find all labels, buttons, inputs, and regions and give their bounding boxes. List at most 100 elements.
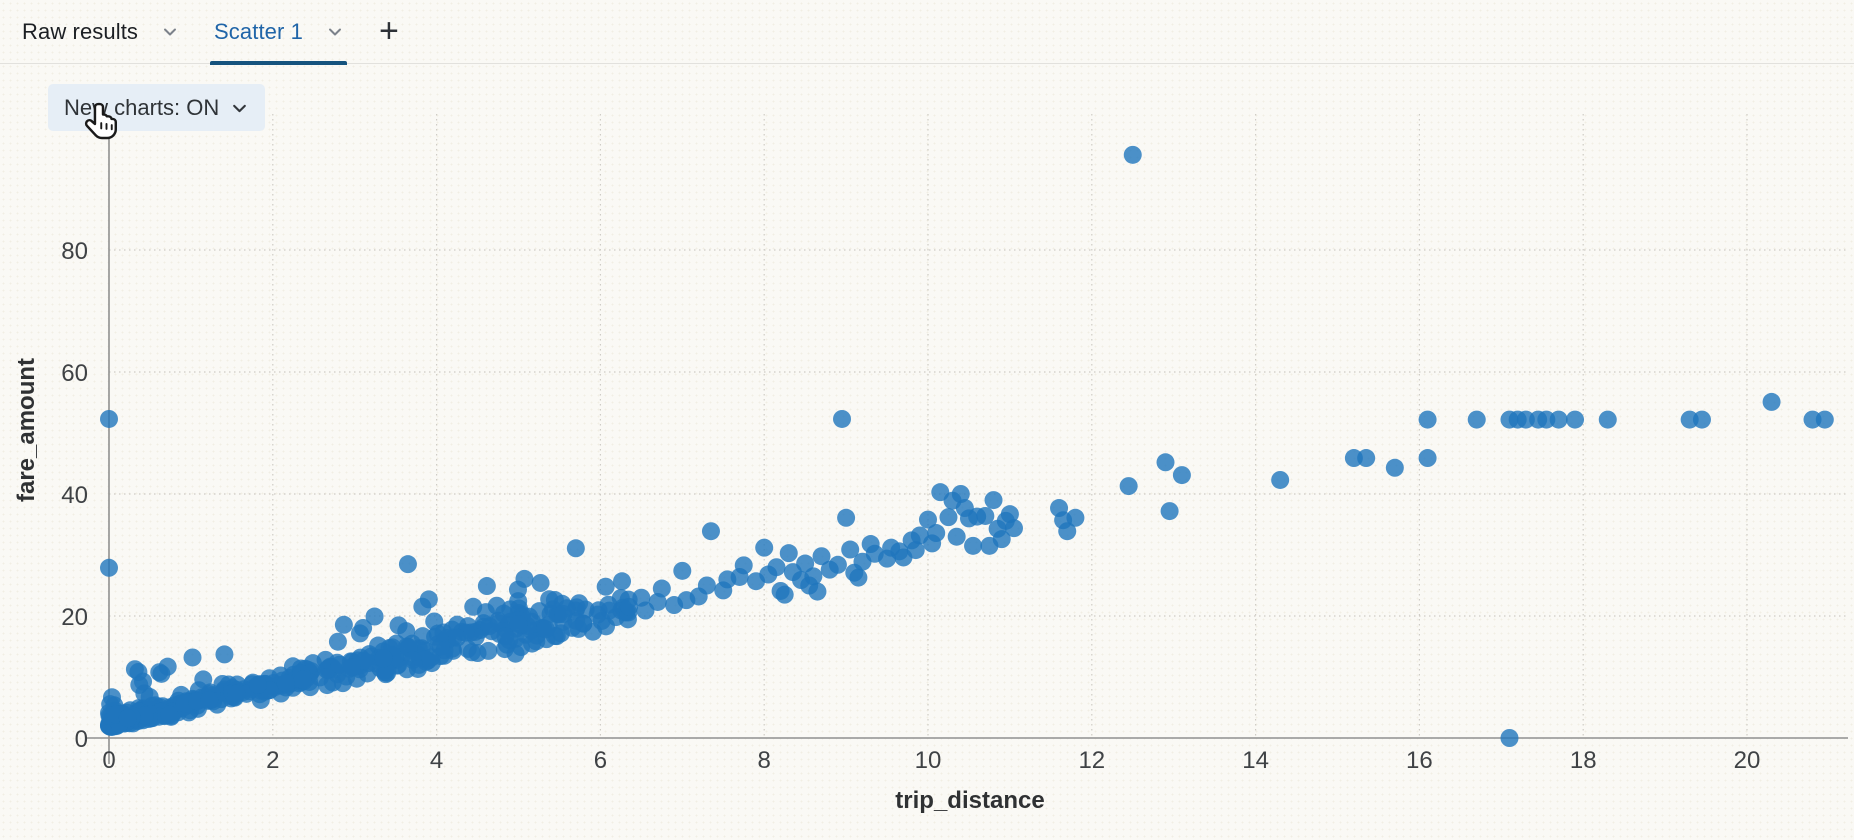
scatter-point [100,409,118,428]
scatter-point [135,706,154,725]
scatter-point [812,547,831,566]
new-charts-toggle-label: New charts: ON [64,94,220,120]
scatter-point [596,577,615,596]
x-tick-label: 18 [1570,747,1597,774]
scatter-point [1815,410,1834,429]
scatter-point [158,657,177,676]
scatter-point [947,527,966,546]
scatter-point [365,607,384,626]
x-tick-label: 2 [266,747,279,774]
active-tab-underline [210,60,347,65]
scatter-point [1566,410,1585,429]
scatter-point [413,597,432,616]
x-tick-label: 4 [430,747,443,774]
scatter-point [620,597,639,616]
scatter-point [804,567,823,586]
scatter-point [378,663,397,682]
scatter-point [515,569,534,588]
scatter-point [160,705,179,724]
scatter-point [397,622,416,641]
scatter-point [1467,410,1486,429]
tab-scatter-1[interactable]: Scatter 1 [196,0,361,65]
x-tick-label: 14 [1242,747,1269,774]
scatter-point [734,556,753,575]
chevron-down-icon[interactable] [162,24,178,40]
scatter-point [425,612,444,631]
scatter-point [398,555,417,574]
scatter-point [1692,410,1711,429]
y-tick-label: 40 [61,482,88,509]
scatter-point [130,675,149,694]
scatter-point [808,582,827,601]
scatter-point [796,554,815,573]
x-tick-label: 6 [594,747,607,774]
scatter-point [276,674,295,693]
scatter-point [509,614,528,633]
tab-scatter-1-label: Scatter 1 [214,18,303,44]
scatter-point [350,624,369,643]
scatter-point [1004,519,1023,538]
scatter-point [951,485,970,503]
scatter-point [500,631,519,650]
scatter-point [531,573,550,592]
scatter-point [775,585,794,604]
scatter-point [569,619,588,638]
y-tick-label: 80 [61,238,88,265]
scatter-point [523,634,542,653]
scatter-point [129,662,148,681]
scatter-point [374,649,393,668]
scatter-point [215,645,234,664]
scatter-point [1357,449,1376,468]
scatter-point [1160,502,1179,521]
scatter-point [1762,392,1781,411]
scatter-point [828,555,847,574]
scatter-point [566,539,585,558]
y-axis-title: fare_amount [13,358,40,502]
scatter-point [652,579,671,598]
scatter-point [100,558,118,577]
x-tick-label: 10 [915,747,942,774]
scatter-point [833,409,852,428]
scatter-point [342,658,361,677]
scatter-point [1500,729,1519,747]
scatter-point [554,605,573,624]
scatter-point [227,684,246,703]
y-tick-label: 60 [61,360,88,387]
scatter-point [849,568,868,587]
scatter-point [316,650,335,669]
y-tick-label: 0 [75,726,88,753]
scatter-point [1119,477,1138,496]
scatter-point [183,648,202,667]
x-tick-label: 12 [1078,747,1105,774]
scatter-point [613,572,632,591]
scatter-point [1418,410,1437,429]
scatter-point [1058,522,1077,541]
scatter-point [477,577,496,596]
scatter-point [545,591,564,610]
scatter-point [1271,470,1290,489]
chevron-down-icon[interactable] [327,24,343,40]
scatter-point [476,603,495,622]
scatter-point [976,506,995,525]
scatter-point [673,561,692,580]
scatter-point [293,670,312,689]
scatter-point [919,510,937,529]
new-charts-toggle-button[interactable]: New charts: ON [48,84,266,131]
chevron-down-icon [231,100,247,116]
scatter-point [334,615,353,634]
scatter-point [1156,453,1175,472]
scatter-point [328,632,347,651]
scatter-point [767,558,786,577]
scatter-point [755,538,774,557]
scatter-point [397,660,416,679]
add-chart-tab-button[interactable]: + [379,12,399,50]
tab-raw-results[interactable]: Raw results [0,0,196,64]
scatter-point [248,675,267,694]
scatter-point [200,690,219,709]
scatter-plot-canvas: 0 2 4 6 8 10 12 14 16 18 20 0 20 40 60 80 trip_distance f… [13,114,1848,814]
x-tick-label: 0 [102,747,115,774]
scatter-point [536,620,555,639]
x-tick-label: 8 [758,747,771,774]
scatter-point [906,541,925,560]
x-tick-label: 16 [1406,747,1433,774]
